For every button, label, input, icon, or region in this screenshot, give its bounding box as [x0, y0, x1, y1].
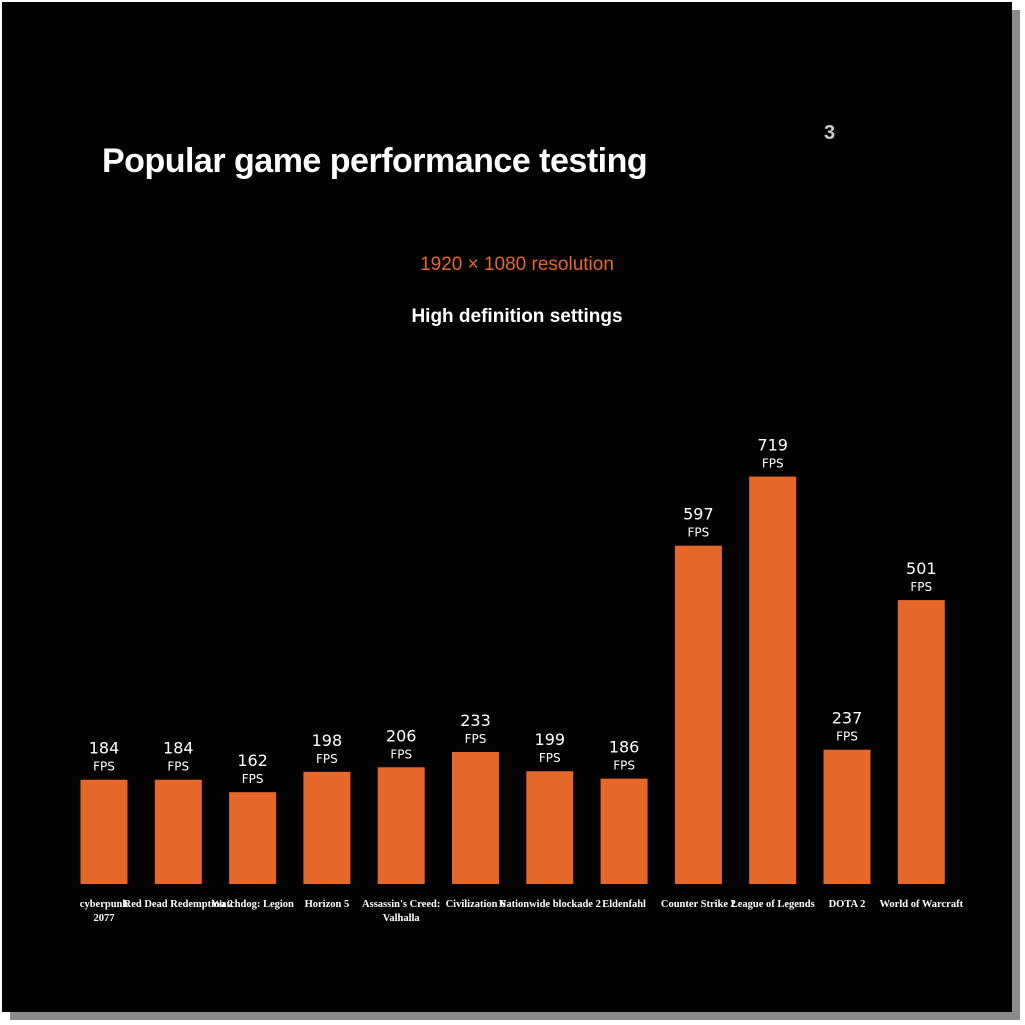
data-label-unit: FPS — [93, 760, 115, 774]
category-label: cyberpunk — [80, 899, 129, 910]
bar — [749, 476, 797, 884]
bar-chart: 184 FPS cyberpunk 2077 184 FPS Red Dead Redemp… — [80, 436, 964, 924]
category-label: Valhalla — [383, 913, 421, 924]
category-label: World of Warcraft — [879, 899, 963, 910]
category-label: Counter Strike 2 — [661, 899, 736, 910]
data-label-unit: FPS — [167, 760, 189, 774]
data-label-value: 198 — [312, 731, 343, 750]
data-label-value: 597 — [683, 505, 714, 524]
data-label-unit: FPS — [390, 747, 412, 761]
resolution-subtitle: 1920 × 1080 resolution — [420, 254, 614, 275]
category-label: DOTA 2 — [829, 899, 866, 910]
data-label-unit: FPS — [910, 580, 932, 594]
category-label: 2077 — [94, 913, 115, 924]
data-label-unit: FPS — [242, 772, 264, 786]
bar — [674, 545, 722, 884]
bar — [377, 767, 425, 884]
bar — [823, 749, 871, 884]
data-label-value: 237 — [832, 709, 863, 728]
chart-canvas: Popular game performance testing 1920 × … — [2, 2, 1012, 1012]
data-label-value: 184 — [89, 739, 120, 758]
data-label-unit: FPS — [539, 751, 561, 765]
data-label-unit: FPS — [316, 752, 338, 766]
bar — [303, 771, 351, 884]
bar — [229, 792, 277, 884]
corner-mark: 3 — [824, 122, 836, 144]
settings-subtitle: High definition settings — [411, 306, 623, 327]
data-label-value: 719 — [757, 436, 788, 455]
bar — [452, 751, 499, 884]
category-label: Horizon 5 — [305, 899, 350, 910]
data-label-value: 501 — [906, 559, 937, 578]
data-label-value: 162 — [237, 751, 268, 770]
category-label: Watchdog: Legion — [211, 899, 294, 910]
bar — [526, 771, 574, 884]
data-label-value: 199 — [535, 730, 566, 749]
data-label-value: 233 — [460, 711, 491, 730]
category-label: Assassin's Creed: — [362, 899, 440, 910]
data-label-value: 206 — [386, 726, 417, 745]
category-label: League of Legends — [731, 899, 815, 910]
data-label-unit: FPS — [465, 732, 487, 746]
category-label: Civilization 6 — [446, 899, 506, 910]
bar — [154, 779, 202, 884]
category-label: Red Dead Redemption 2 — [124, 899, 233, 910]
chart-title: Popular game performance testing — [102, 142, 648, 180]
data-label-unit: FPS — [613, 759, 635, 773]
data-label-value: 186 — [609, 738, 640, 757]
category-label: Nationwide blockade 2 — [499, 899, 601, 910]
data-label-value: 184 — [163, 739, 194, 758]
bar — [897, 600, 945, 884]
data-label-unit: FPS — [836, 730, 858, 744]
bar — [600, 778, 648, 884]
category-label: Eldenfahl — [602, 899, 646, 910]
data-label-unit: FPS — [688, 526, 710, 540]
bar — [80, 779, 128, 884]
data-label-unit: FPS — [762, 457, 784, 471]
